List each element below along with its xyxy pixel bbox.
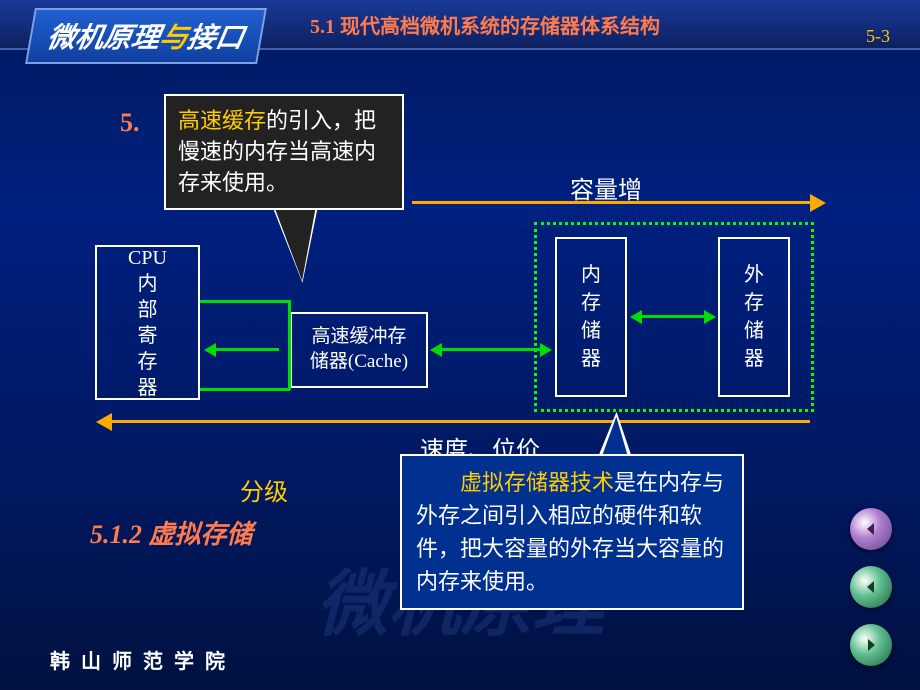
connector-line (200, 300, 290, 303)
back-icon (861, 577, 881, 597)
connector-line (200, 388, 290, 391)
section-512: 5.1.2 虚拟存储 (90, 514, 253, 551)
prev-button[interactable] (850, 508, 892, 550)
logo: 微机原理与接口 (25, 8, 267, 64)
header-title: 5.1 现代高档微机系统的存储器体系结构 (310, 10, 660, 39)
arrow-mem-ext (640, 315, 706, 318)
callout2-indent (416, 470, 460, 495)
box-external-storage: 外 存 储 器 (718, 237, 790, 397)
box-memory: 内 存 储 器 (555, 237, 627, 397)
connector-line (288, 348, 291, 390)
callout-virtual-memory: 虚拟存储器技术是在内存与外存之间引入相应的硬件和软件，把大容量的外存当大容量的内… (400, 454, 744, 610)
prev-icon (861, 519, 881, 539)
box-external-text: 外 存 储 器 (744, 261, 764, 373)
connector-line (288, 300, 291, 350)
header-bar: 微机原理与接口 5.1 现代高档微机系统的存储器体系结构 5-3 (0, 0, 920, 50)
logo-tail: 接口 (185, 23, 246, 54)
callout-cache: 高速缓存的引入，把慢速的内存当高速内存来使用。 (164, 94, 404, 210)
label-capacity: 容量增 (570, 170, 642, 205)
back-button[interactable] (850, 566, 892, 608)
box-cpu-text: CPU 内 部 寄 存 器 (128, 245, 167, 401)
box-cache-text: 高速缓冲存 储器(Cache) (310, 325, 408, 374)
next-button[interactable] (850, 624, 892, 666)
logo-main: 微机原理 (45, 23, 162, 54)
sub-section-label: 分级 (240, 472, 288, 507)
page-number: 5-3 (866, 26, 890, 47)
next-icon (861, 635, 881, 655)
box-cpu-registers: CPU 内 部 寄 存 器 (95, 245, 200, 400)
callout2-highlight: 虚拟存储器技术 (460, 470, 614, 495)
footer-school: 韩 山 师 范 学 院 (50, 645, 228, 674)
box-memory-text: 内 存 储 器 (581, 261, 601, 373)
arrow-cache-mem (440, 348, 542, 351)
section-number: 5. (120, 108, 140, 138)
box-cache: 高速缓冲存 储器(Cache) (290, 312, 428, 388)
arrow-cpu-cache (214, 348, 279, 351)
arrow-speed (110, 420, 810, 423)
callout1-highlight: 高速缓存 (178, 108, 266, 133)
